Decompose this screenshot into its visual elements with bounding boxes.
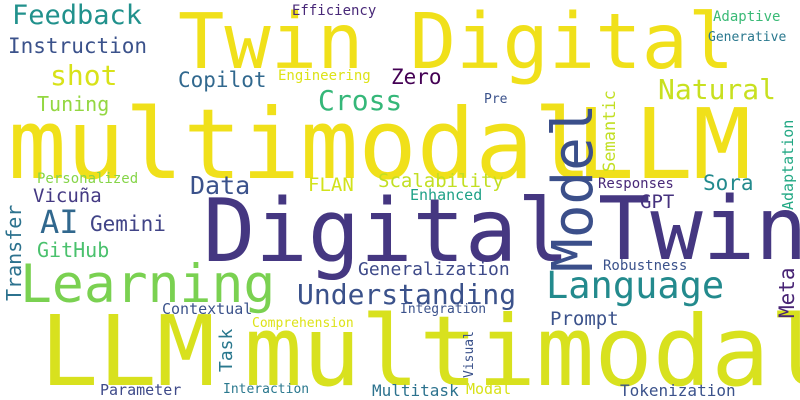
word-tokenization: Tokenization bbox=[620, 381, 736, 400]
word-feedback: Feedback bbox=[12, 0, 143, 31]
word-language: Language bbox=[546, 264, 725, 307]
word-visual: Visual bbox=[462, 331, 477, 378]
word-task: Task bbox=[216, 328, 237, 372]
word-adaptation: Adaptation bbox=[779, 119, 797, 210]
word-model: Model bbox=[541, 103, 606, 272]
word-llm: LLM bbox=[576, 88, 752, 201]
word-data: Data bbox=[190, 171, 251, 200]
word-integration: Integration bbox=[400, 302, 487, 317]
word-learning: Learning bbox=[20, 254, 276, 315]
word-flan: FLAN bbox=[308, 174, 354, 196]
word-robustness: Robustness bbox=[603, 258, 688, 274]
word-prompt: Prompt bbox=[550, 308, 619, 330]
word-modal: Modal bbox=[466, 380, 512, 398]
word-instruction: Instruction bbox=[8, 34, 148, 58]
word-responses: Responses bbox=[598, 176, 674, 192]
word-enhanced: Enhanced bbox=[410, 186, 483, 204]
word-sora: Sora bbox=[703, 171, 754, 195]
word-pre: Pre bbox=[484, 92, 508, 107]
word-generative: Generative bbox=[708, 30, 787, 45]
word-natural: Natural bbox=[658, 73, 777, 106]
word-ai: AI bbox=[40, 203, 79, 241]
word-copilot: Copilot bbox=[178, 68, 267, 92]
word-semantic: Semantic bbox=[600, 90, 620, 172]
word-multitask: Multitask bbox=[372, 381, 459, 400]
word-gemini: Gemini bbox=[90, 212, 166, 236]
word-parameter: Parameter bbox=[100, 381, 182, 399]
word-twin: Twin bbox=[598, 178, 800, 280]
word-multimodal: multimodal bbox=[8, 88, 592, 201]
word-engineering: Engineering bbox=[278, 68, 371, 84]
word-vicuna: Vicuña bbox=[33, 185, 102, 207]
word-gpt: GPT bbox=[640, 191, 675, 213]
word-zero: Zero bbox=[391, 65, 442, 89]
word-digital: Digital bbox=[203, 180, 570, 282]
word-shot: shot bbox=[50, 59, 118, 92]
word-github: GitHub bbox=[37, 238, 110, 262]
word-adaptive: Adaptive bbox=[713, 9, 781, 25]
word-comprehension: Comprehension bbox=[252, 316, 354, 331]
word-cross: Cross bbox=[318, 84, 403, 117]
word-transfer: Transfer bbox=[2, 204, 26, 301]
word-contextual: Contextual bbox=[162, 300, 253, 318]
word-llm: LLM bbox=[40, 295, 216, 400]
word-multimodal: multimodal bbox=[244, 295, 800, 400]
word-twin-digital: Twin Digital bbox=[178, 0, 735, 87]
word-generalization: Generalization bbox=[358, 259, 510, 280]
word-tuning: Tuning bbox=[37, 92, 110, 116]
word-scalability: Scalability bbox=[378, 170, 504, 192]
word-interaction: Interaction bbox=[223, 382, 310, 397]
word-meta: Meta bbox=[775, 267, 799, 318]
word-personalized: Personalized bbox=[37, 171, 139, 187]
word-efficiency: Efficiency bbox=[292, 3, 377, 19]
word-understanding: Understanding bbox=[297, 278, 517, 311]
